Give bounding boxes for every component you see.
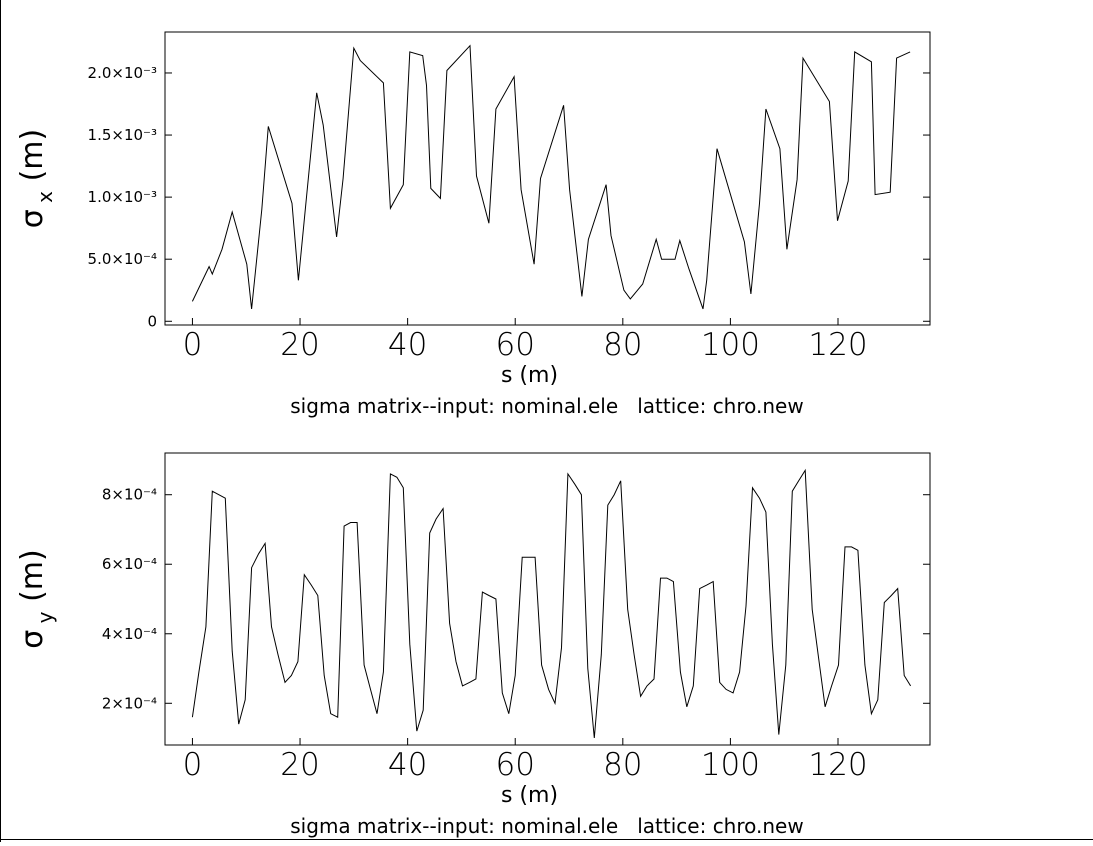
sigma-y-data-line (191, 468, 912, 739)
left-edge-line (0, 0, 1, 842)
sigma-x-y-tick-label: 1.5×10⁻³ (88, 126, 157, 144)
sigma-y-y-axis-label: σ y (m) (15, 549, 57, 648)
sigma-x-y-tick-label: 5.0×10⁻⁴ (88, 250, 157, 268)
sigma-x-y-tick-label: 1.0×10⁻³ (88, 188, 157, 206)
sigma-x-plot-frame (164, 31, 931, 326)
sigma-x-y-axis-unit: (m) (15, 129, 50, 191)
sigma-x-x-tick-label: 40 (388, 327, 427, 363)
sigma-y-y-tick-label: 4×10⁻⁴ (102, 625, 157, 643)
sigma-y-y-axis-unit: (m) (15, 549, 50, 611)
sigma-x-x-tick-label: 80 (603, 327, 642, 363)
sigma-x-y-axis-label: σ x (m) (15, 129, 57, 228)
sigma-x-caption: sigma matrix--input: nominal.ele lattice… (290, 394, 803, 418)
sigma-x-x-tick-label: 20 (280, 327, 319, 363)
sigma-y-y-axis-subscript: y (33, 611, 57, 629)
bottom-edge-line (0, 839, 1093, 840)
sigma-x-y-tick-label: 0 (147, 312, 157, 330)
sigma-x-y-axis-symbol: σ (15, 209, 50, 228)
sigma-y-plot-frame (164, 452, 931, 746)
sigma-x-y-tick-label: 2.0×10⁻³ (88, 64, 157, 82)
sigma-y-y-tick-label: 8×10⁻⁴ (102, 486, 157, 504)
sigma-y-y-tick-label: 2×10⁻⁴ (102, 694, 157, 712)
sigma-y-x-tick-label: 40 (388, 747, 427, 783)
sigma-y-x-tick-label: 20 (280, 747, 319, 783)
sigma-x-y-axis-subscript: x (33, 191, 57, 209)
sigma-x-x-tick-label: 60 (495, 327, 534, 363)
sigma-y-x-tick-label: 80 (603, 747, 642, 783)
sigma-x-x-tick-label: 0 (183, 327, 203, 363)
sigma-y-x-axis-label: s (m) (501, 783, 558, 808)
sigma-y-x-tick-label: 100 (701, 747, 760, 783)
sigma-y-x-tick-label: 60 (495, 747, 534, 783)
sigma-x-x-axis-label: s (m) (501, 363, 558, 388)
sigma-y-caption: sigma matrix--input: nominal.ele lattice… (290, 814, 803, 838)
sigma-x-x-tick-label: 100 (701, 327, 760, 363)
sigma-y-x-tick-label: 0 (183, 747, 203, 783)
sigma-y-y-axis-symbol: σ (15, 630, 50, 649)
sigma-x-data-line (191, 44, 911, 310)
sigma-x-x-tick-label: 120 (808, 327, 867, 363)
sigma-y-x-tick-label: 120 (808, 747, 867, 783)
sigma-y-y-tick-label: 6×10⁻⁴ (102, 555, 157, 573)
